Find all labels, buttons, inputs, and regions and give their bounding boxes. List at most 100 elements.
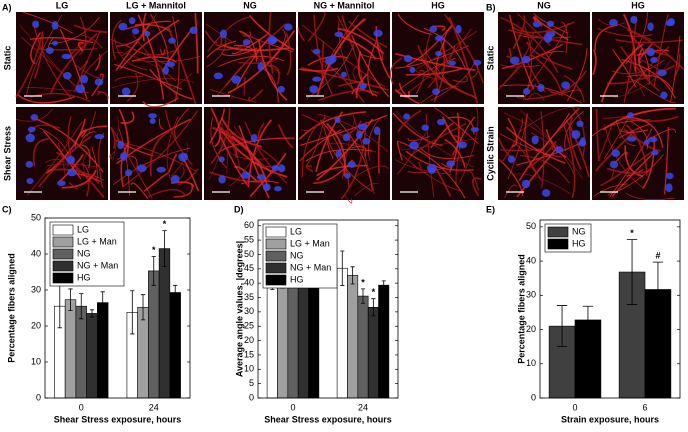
- nucleus: [284, 23, 293, 31]
- nucleus: [627, 112, 635, 119]
- actin-fiber: [27, 121, 83, 196]
- nucleus: [409, 66, 416, 74]
- actin-fiber: [212, 127, 263, 166]
- nucleus: [32, 20, 40, 29]
- y-tick-label: 50: [526, 221, 536, 231]
- actin-fiber: [407, 136, 430, 142]
- error-bar: [89, 309, 95, 318]
- actin-fiber: [310, 49, 365, 103]
- actin-fiber: [613, 151, 628, 164]
- panel-label: E): [486, 204, 495, 214]
- error-bar: [68, 288, 73, 311]
- actin-fiber: [244, 121, 288, 184]
- actin-fiber: [412, 161, 422, 170]
- actin-fiber: [396, 131, 427, 175]
- nucleus: [532, 20, 541, 28]
- actin-fiber: [397, 13, 432, 36]
- significance-mark: *: [372, 287, 376, 297]
- actin-fiber: [194, 12, 199, 74]
- actin-fiber: [636, 49, 669, 57]
- actin-fiber: [520, 154, 570, 184]
- actin-fiber: [123, 142, 197, 172]
- y-tick-label: 50: [244, 249, 254, 259]
- x-axis-label: Shear Stress exposure, hours: [264, 414, 392, 424]
- actin-fiber: [33, 33, 44, 79]
- error-bar: [173, 284, 178, 301]
- actin-fiber: [119, 19, 180, 70]
- actin-fiber: [502, 117, 524, 162]
- actin-fiber: [663, 127, 669, 195]
- legend-label: HG: [572, 238, 586, 248]
- nucleus: [25, 160, 34, 168]
- nucleus: [403, 55, 413, 63]
- nucleus: [277, 164, 286, 173]
- actin-fiber: [114, 75, 144, 82]
- actin-fiber: [324, 142, 377, 153]
- nucleus: [242, 39, 251, 46]
- row-label: Static: [2, 46, 12, 71]
- bar: [287, 276, 299, 399]
- actin-fiber: [73, 30, 102, 93]
- actin-fiber: [592, 49, 597, 75]
- actin-fiber: [530, 54, 563, 97]
- micrograph: [204, 107, 296, 200]
- nucleus: [340, 71, 347, 78]
- actin-fiber: [130, 182, 149, 199]
- actin-fiber: [452, 116, 476, 156]
- actin-fiber: [563, 74, 585, 103]
- actin-fiber: [525, 41, 573, 70]
- actin-fiber: [135, 55, 201, 62]
- actin-fiber: [313, 14, 334, 97]
- column-label: NG: [243, 0, 257, 10]
- bar: [297, 271, 309, 399]
- actin-fiber: [207, 16, 250, 52]
- actin-fiber: [306, 43, 355, 99]
- nucleus: [66, 155, 76, 164]
- error-bar: [371, 298, 376, 317]
- nucleus: [647, 22, 654, 32]
- actin-fiber: [268, 12, 274, 74]
- micrograph: [16, 107, 108, 200]
- nucleus: [509, 56, 520, 65]
- actin-fiber: [168, 153, 178, 173]
- nucleus: [335, 150, 342, 158]
- bar: [75, 305, 87, 399]
- legend-label: NG: [572, 226, 586, 236]
- nucleus: [626, 136, 637, 142]
- nucleus: [356, 130, 363, 139]
- x-tick-label: 0: [79, 402, 84, 412]
- nucleus: [219, 29, 228, 39]
- actin-fiber: [67, 116, 82, 176]
- significance-mark: *: [630, 228, 634, 238]
- y-tick-label: 45: [244, 263, 254, 273]
- actin-fiber: [114, 63, 183, 90]
- x-tick-label: 6: [642, 402, 647, 412]
- actin-fiber: [353, 165, 390, 178]
- micrograph: [204, 12, 296, 104]
- y-tick-label: 30: [244, 306, 254, 316]
- actin-fiber: [524, 113, 537, 174]
- micrograph: [389, 12, 484, 105]
- actin-fiber: [378, 132, 381, 174]
- actin-fiber: [515, 143, 543, 182]
- actin-fiber: [46, 163, 97, 168]
- actin-fiber: [299, 67, 339, 72]
- actin-fiber: [218, 137, 295, 153]
- actin-fiber: [210, 88, 257, 103]
- actin-fiber: [398, 82, 420, 105]
- nucleus: [571, 129, 581, 139]
- actin-fiber: [118, 108, 129, 157]
- row-label: Static: [485, 46, 495, 71]
- y-tick-label: 35: [244, 292, 254, 302]
- nucleus: [218, 156, 225, 163]
- actin-fiber: [172, 16, 180, 103]
- actin-fiber: [351, 88, 378, 97]
- nucleus: [434, 50, 443, 57]
- legend-label: HG: [77, 272, 91, 282]
- actin-fiber: [240, 180, 279, 185]
- y-tick-label: 10: [244, 364, 254, 374]
- nucleus: [359, 82, 367, 90]
- micrograph: [592, 12, 685, 104]
- column-label: LG: [56, 0, 69, 10]
- legend-label: HG: [290, 274, 304, 284]
